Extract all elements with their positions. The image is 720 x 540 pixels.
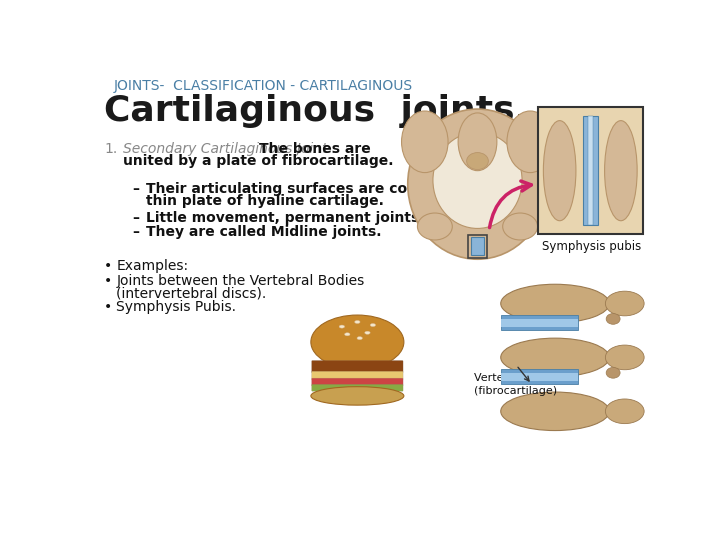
Ellipse shape: [503, 213, 538, 240]
Text: Little movement, permanent joints.: Little movement, permanent joints.: [145, 211, 424, 225]
Ellipse shape: [408, 109, 547, 259]
Text: –: –: [132, 225, 140, 239]
Ellipse shape: [467, 153, 488, 170]
Bar: [500, 369, 578, 384]
Ellipse shape: [339, 325, 345, 328]
FancyArrowPatch shape: [490, 181, 531, 227]
Text: Joints between the Vertebral Bodies: Joints between the Vertebral Bodies: [117, 274, 364, 288]
Ellipse shape: [357, 336, 362, 340]
Bar: [500, 373, 578, 381]
Text: •: •: [104, 259, 112, 273]
Text: (intervertebral discs).: (intervertebral discs).: [117, 287, 266, 301]
Bar: [588, 117, 593, 225]
Ellipse shape: [370, 323, 376, 327]
Text: JOINTS-  CLASSIFICATION - CARTILAGINOUS: JOINTS- CLASSIFICATION - CARTILAGINOUS: [113, 79, 413, 93]
Ellipse shape: [311, 315, 404, 369]
Ellipse shape: [544, 120, 576, 221]
Bar: [538, 107, 642, 234]
FancyBboxPatch shape: [312, 361, 403, 373]
Ellipse shape: [345, 333, 350, 336]
FancyBboxPatch shape: [312, 372, 403, 380]
FancyArrowPatch shape: [518, 367, 529, 381]
Text: The bones are: The bones are: [259, 142, 371, 156]
Ellipse shape: [433, 132, 522, 228]
FancyBboxPatch shape: [312, 384, 403, 391]
Text: 1.: 1.: [104, 142, 117, 156]
Bar: [500, 315, 578, 330]
Ellipse shape: [606, 367, 620, 378]
Ellipse shape: [500, 338, 609, 377]
Ellipse shape: [507, 111, 554, 173]
Text: Their articulating surfaces are covered by a: Their articulating surfaces are covered …: [145, 182, 490, 196]
Text: Examples:: Examples:: [117, 259, 189, 273]
Ellipse shape: [605, 120, 637, 221]
Ellipse shape: [606, 314, 620, 325]
Text: –: –: [132, 182, 140, 196]
Ellipse shape: [355, 320, 360, 323]
Ellipse shape: [606, 345, 644, 370]
Bar: [468, 235, 487, 258]
Ellipse shape: [606, 399, 644, 423]
Text: Secondary Cartilaginous Joint :: Secondary Cartilaginous Joint :: [122, 142, 336, 156]
Ellipse shape: [500, 284, 609, 323]
Text: They are called Midline joints.: They are called Midline joints.: [145, 225, 382, 239]
Text: thin plate of hyaline cartilage.: thin plate of hyaline cartilage.: [145, 194, 384, 208]
Ellipse shape: [418, 213, 452, 240]
Ellipse shape: [606, 291, 644, 316]
Ellipse shape: [365, 331, 370, 334]
Text: –: –: [132, 211, 140, 225]
Ellipse shape: [458, 113, 497, 171]
Bar: [582, 117, 598, 225]
Text: Vertebral disk
(fibrocartilage): Vertebral disk (fibrocartilage): [474, 373, 557, 396]
Ellipse shape: [500, 392, 609, 430]
Text: Symphysis pubis: Symphysis pubis: [542, 240, 641, 253]
Text: •: •: [104, 274, 112, 288]
Ellipse shape: [402, 111, 448, 173]
Ellipse shape: [311, 387, 404, 405]
Text: united by a plate of fibrocartilage.: united by a plate of fibrocartilage.: [122, 154, 393, 168]
FancyBboxPatch shape: [312, 378, 403, 386]
Text: Cartilaginous  joints.: Cartilaginous joints.: [104, 94, 528, 128]
Text: •: •: [104, 300, 112, 314]
Text: Symphysis Pubis.: Symphysis Pubis.: [117, 300, 236, 314]
Bar: [472, 237, 484, 255]
Bar: [500, 319, 578, 327]
